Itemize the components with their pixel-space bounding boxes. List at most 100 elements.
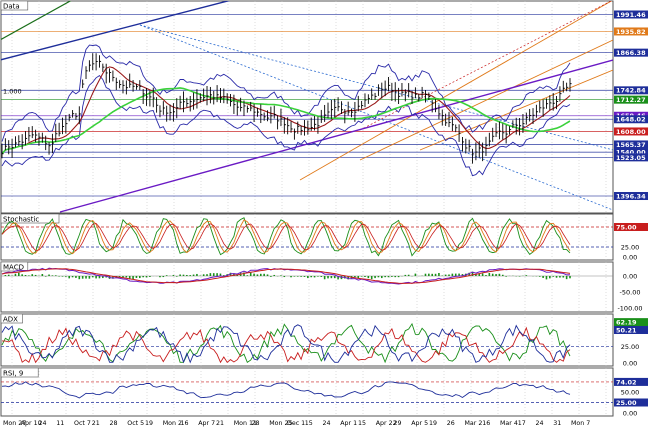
x-tick-label: 21 <box>216 420 224 427</box>
panel-frame <box>0 0 614 214</box>
moving-average-short <box>1 66 571 155</box>
x-tick-label: 17 <box>518 420 526 427</box>
x-tick-label: Mon 27 <box>3 420 26 427</box>
x-tick-label: 28 <box>252 420 260 427</box>
panel-frame <box>0 261 614 313</box>
rsi-line <box>1 381 571 399</box>
x-tick-label: 16 <box>181 420 189 427</box>
x-tick-label: Dec 1 <box>287 420 305 427</box>
rsi-plot <box>1 381 613 403</box>
x-tick-label: Mar 4 <box>500 420 518 427</box>
x-tick-label: Oct 5 <box>127 420 144 427</box>
x-tick-label: 19 <box>429 420 437 427</box>
price-tag: 1935.82 <box>614 27 648 36</box>
y-tick-label: 0.00 <box>623 254 637 262</box>
trend-line <box>1 1 231 61</box>
y-tick-label: 0.00 <box>623 273 637 281</box>
x-tick-label: 11 <box>56 420 64 427</box>
price-tag-box <box>614 48 648 57</box>
panel-title-box <box>0 213 60 224</box>
panel-stochastic: Stochastic <box>0 213 614 261</box>
price-tag-box <box>614 10 648 19</box>
x-tick-label: Apr 10 <box>21 420 42 427</box>
price-tag: 1523.05 <box>614 153 648 162</box>
y-tick-label: -100.00 <box>617 305 642 313</box>
trend-line <box>299 1 613 181</box>
moving-average-mid <box>1 87 571 155</box>
x-tick-label: Mon 25 <box>269 420 292 427</box>
x-tick-label: Mon 2 <box>163 420 182 427</box>
trend-line <box>59 59 613 213</box>
panel-rsi: RSI, 9 <box>0 367 614 417</box>
price-tag-box <box>614 27 648 36</box>
bollinger-lower <box>1 75 571 177</box>
adx-plot <box>1 322 613 364</box>
left-tick-label: 1.000 <box>3 88 22 96</box>
price-tag-label: 1540.00 <box>616 149 646 157</box>
adx-plus-di <box>1 322 571 364</box>
trend-line <box>139 24 613 151</box>
x-tick-label: 15 <box>305 420 313 427</box>
value-tag-label: 62.19 <box>616 319 637 327</box>
value-tag-label: 50.21 <box>616 326 637 334</box>
x-tick-label: 21 <box>92 420 100 427</box>
x-tick-label: 28 <box>110 420 118 427</box>
value-tag-label: 74.02 <box>616 378 637 386</box>
trend-line <box>419 69 613 151</box>
value-tag-box <box>614 223 648 231</box>
x-tick-label: Oct 7 <box>74 420 91 427</box>
stochastic-d <box>1 219 571 255</box>
price-tag-box <box>614 86 648 95</box>
price-tag-label: 1742.84 <box>616 87 646 95</box>
x-tick-label: Apr 22 <box>376 420 397 427</box>
panel-title-box <box>0 261 29 272</box>
x-tick-label: 31 <box>553 420 561 427</box>
x-tick-label: 16 <box>482 420 490 427</box>
stochastic-slow <box>1 223 571 251</box>
panel-title-box <box>0 0 29 11</box>
x-tick-label: Apr 1 <box>340 420 357 427</box>
panel-adx: ADX <box>0 313 614 367</box>
panel-frame <box>0 367 614 417</box>
x-tick-label: 15 <box>358 420 366 427</box>
value-tag-box <box>614 398 648 407</box>
panel-title: RSI, 9 <box>3 370 23 378</box>
price-tag: 1866.38 <box>614 48 648 57</box>
price-plot <box>1 1 613 213</box>
value-tag-label: 75.00 <box>616 223 637 231</box>
price-tag: 1742.84 <box>614 86 648 95</box>
y-tick-label: 0.00 <box>623 360 637 368</box>
value-tag-box <box>614 377 648 386</box>
x-tick-label: Mon 11 <box>234 420 257 427</box>
value-tag-label: 25.00 <box>616 399 637 407</box>
x-tick-label: Mon 7 <box>571 420 590 427</box>
bollinger-upper <box>1 44 571 142</box>
value-tag-box <box>614 318 648 327</box>
price-tag-label: 1648.02 <box>616 116 646 124</box>
panel-macd: MACD <box>0 261 614 313</box>
panel-title-box <box>0 367 39 378</box>
price-tag-box <box>614 148 648 157</box>
y-tick-label: 0.00 <box>623 410 637 418</box>
price-tag-box <box>614 153 648 162</box>
panel-title: MACD <box>3 264 24 272</box>
price-tag: 1991.46 <box>614 10 648 19</box>
x-tick-label: 24 <box>323 420 331 427</box>
chart-panels: Data 1.000 1991.46 1935.82 1866.38 1742.84171… <box>0 0 648 417</box>
trend-line <box>359 39 613 161</box>
price-tag-label: 1523.05 <box>616 154 646 162</box>
y-tick-label: 25.00 <box>621 244 640 252</box>
trend-line <box>359 1 612 131</box>
price-tag-label: 1608.00 <box>616 128 646 136</box>
price-tag: 1565.37 <box>614 140 648 149</box>
price-tag-label: 1565.37 <box>616 141 646 149</box>
panel-title: Data <box>3 3 20 11</box>
panel-title: ADX <box>3 316 18 324</box>
adx-minus-di <box>1 326 571 364</box>
panel-frame <box>0 313 614 367</box>
price-tag: 1396.34 <box>614 192 648 200</box>
x-tick-label: 29 <box>394 420 402 427</box>
trend-line <box>1 1 72 41</box>
